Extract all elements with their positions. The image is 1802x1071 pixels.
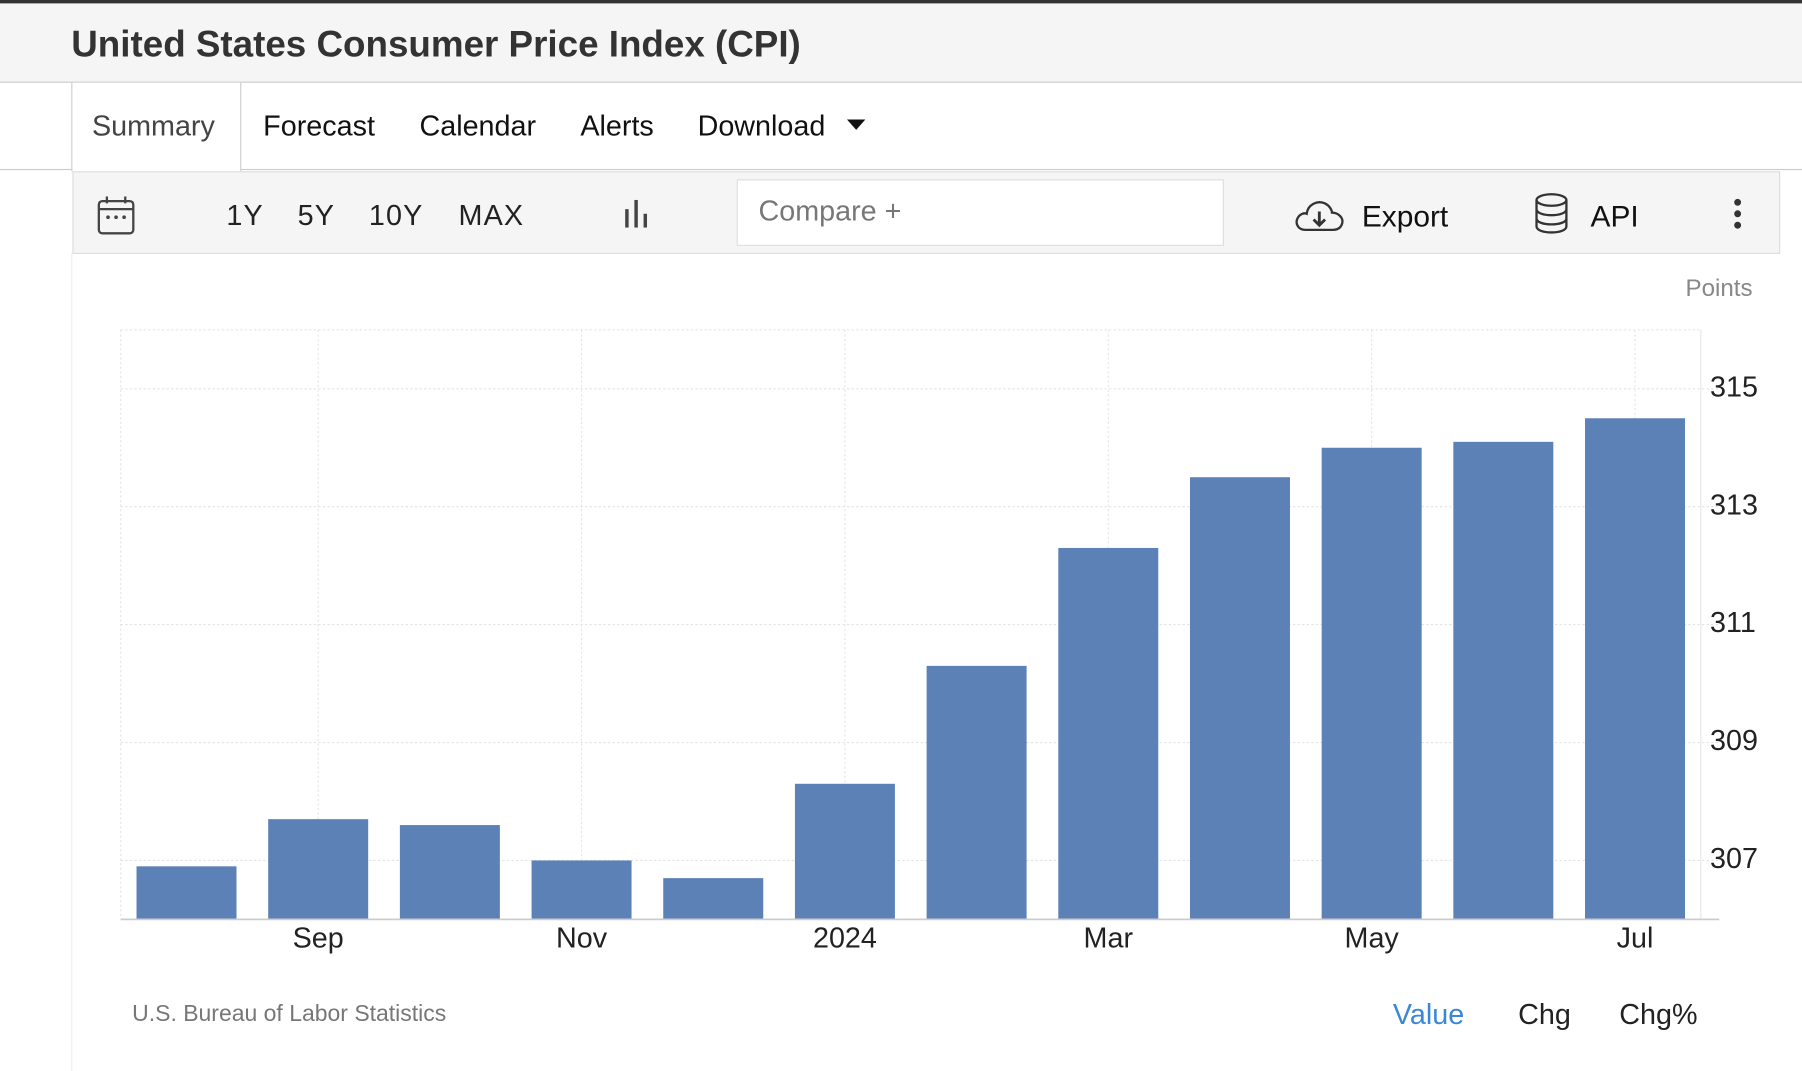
api-icon[interactable]	[1533, 192, 1570, 236]
bar	[531, 860, 632, 920]
mode-toggle[interactable]: Chg	[1518, 998, 1571, 1031]
mode-toggle[interactable]: Value	[1392, 998, 1465, 1031]
tab[interactable]: Summary	[91, 110, 215, 143]
bar	[1058, 547, 1159, 920]
caret	[846, 119, 866, 130]
tab[interactable]: Download	[697, 110, 826, 143]
y-tick-label: 313	[1710, 489, 1758, 521]
bar	[399, 825, 500, 920]
range-button[interactable]: 5Y	[297, 199, 336, 233]
export-label[interactable]: Export	[1361, 198, 1449, 234]
bar	[794, 783, 895, 920]
tab-line	[0, 168, 1802, 171]
bar	[1321, 447, 1422, 920]
y-tick-label: 311	[1710, 607, 1756, 639]
panel-border	[71, 252, 73, 1071]
source: U.S. Bureau of Labor Statistics	[132, 1000, 446, 1026]
api-label[interactable]: API	[1590, 198, 1639, 234]
bar	[1189, 477, 1290, 920]
active-tab-box	[71, 82, 242, 172]
export-icon[interactable]	[1294, 198, 1345, 235]
y-tick-label: 309	[1710, 725, 1758, 757]
top-strip	[0, 0, 1802, 4]
calendar-icon[interactable]	[97, 195, 136, 236]
bar	[926, 665, 1027, 920]
tab[interactable]: Alerts	[580, 110, 654, 143]
range-button[interactable]: 10Y	[368, 199, 424, 233]
range-button[interactable]: MAX	[458, 199, 525, 233]
bar	[268, 819, 369, 920]
x-tick-label: 2024	[813, 923, 877, 955]
x-tick-label: Nov	[556, 923, 608, 955]
page-title: United States Consumer Price Index (CPI)	[71, 22, 801, 65]
x-tick-label: May	[1345, 923, 1400, 955]
y-tick-label: 315	[1710, 371, 1758, 403]
x-tick-label: Sep	[293, 923, 344, 955]
bar	[1585, 418, 1686, 920]
bar	[663, 878, 764, 920]
chart-type-icon[interactable]	[623, 198, 655, 230]
compare-placeholder[interactable]: Compare +	[758, 195, 902, 228]
tab[interactable]: Calendar	[419, 110, 537, 143]
more-menu[interactable]	[1731, 198, 1745, 230]
x-tick-label: Mar	[1084, 923, 1134, 955]
compare-box[interactable]	[736, 179, 1224, 246]
bar	[136, 866, 237, 920]
bar	[1453, 441, 1554, 920]
unit-label: Points	[1686, 275, 1753, 302]
x-tick-label: Jul	[1617, 923, 1654, 955]
mode-toggle[interactable]: Chg%	[1619, 998, 1698, 1031]
tab[interactable]: Forecast	[263, 110, 375, 143]
y-tick-label: 307	[1710, 843, 1758, 875]
range-button[interactable]: 1Y	[226, 199, 264, 233]
header	[0, 3, 1802, 83]
